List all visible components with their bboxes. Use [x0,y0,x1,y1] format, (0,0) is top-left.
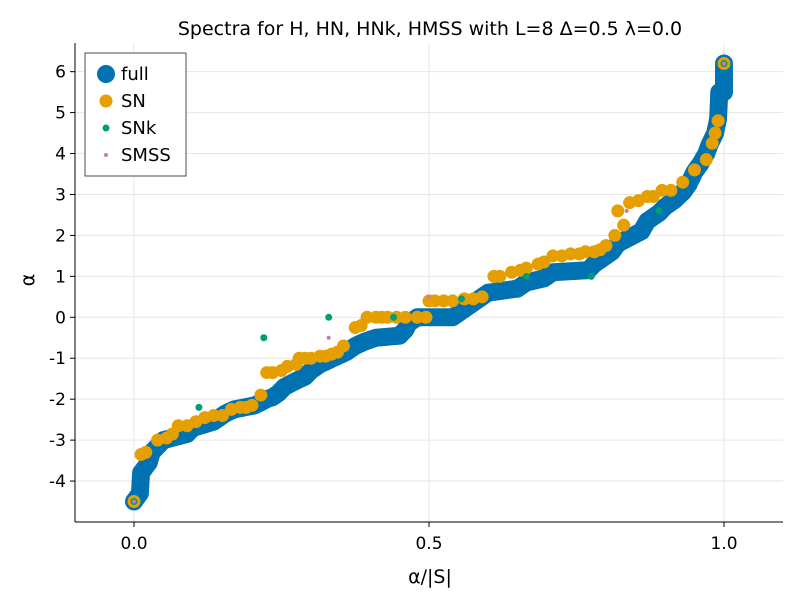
data-point [493,269,507,283]
x-tick-label: 0.5 [415,534,442,554]
series-smss [132,61,726,504]
legend-label: full [121,64,149,85]
data-point [419,310,433,324]
data-point [664,183,678,197]
y-axis-label: α [17,274,39,287]
data-point [325,313,333,321]
legend-label: SMSS [121,145,171,166]
data-point [336,339,350,353]
data-point [398,310,412,324]
data-point [446,294,460,308]
y-tick-label: 3 [55,185,66,205]
series-snk [130,59,728,506]
x-tick-label: 0.0 [120,534,147,554]
data-point [132,499,136,504]
axes: 0.0 0.5 1.0 -4 -3 -2 -1 0 1 2 3 4 5 6 [49,43,783,554]
y-tick-label: 6 [55,63,66,83]
data-point [705,136,719,150]
data-point [326,335,331,340]
data-point [722,61,726,66]
y-tick-label: 1 [55,267,66,287]
data-point [688,163,701,177]
x-axis-label: α/|S| [408,566,452,588]
data-point [608,228,622,242]
y-tick-label: 4 [55,145,66,165]
legend-label: SN [121,91,146,112]
data-point [254,388,268,402]
data-point [611,204,625,218]
legend: full SN SNk SMSS [84,52,187,177]
y-tick-label: 2 [55,226,66,246]
data-point [624,208,629,213]
legend-marker [99,94,113,108]
y-tick-label: -2 [49,390,66,410]
data-point [260,334,268,342]
legend-marker [104,153,108,157]
y-tick-label: -1 [49,349,66,369]
series-sn [127,56,731,509]
y-tick-label: 5 [55,104,66,124]
y-tick-label: -4 [49,472,66,492]
plot-area [74,42,784,523]
data-point [522,272,530,280]
data-point [457,295,465,303]
data-point [139,445,153,459]
legend-label: SNk [121,118,157,139]
data-point [617,218,631,232]
legend-marker [97,65,115,83]
data-point [587,272,595,280]
data-point [699,153,713,167]
y-tick-label: -3 [49,431,66,451]
chart-title: Spectra for H, HN, HNk, HMSS with L=8 Δ=… [178,18,682,40]
data-point [655,207,663,215]
legend-marker [102,124,110,132]
y-tick-label: 0 [55,308,66,328]
data-point [708,126,722,140]
data-point [519,261,533,275]
data-point [475,290,489,304]
data-point [195,403,203,411]
data-point [390,313,398,321]
x-tick-label: 1.0 [710,534,737,554]
data-point [599,239,613,253]
data-point [711,114,725,128]
data-point [427,294,431,299]
data-point [245,398,259,412]
data-point [676,175,690,189]
series-layer [125,54,733,511]
grid-lines [75,43,783,522]
